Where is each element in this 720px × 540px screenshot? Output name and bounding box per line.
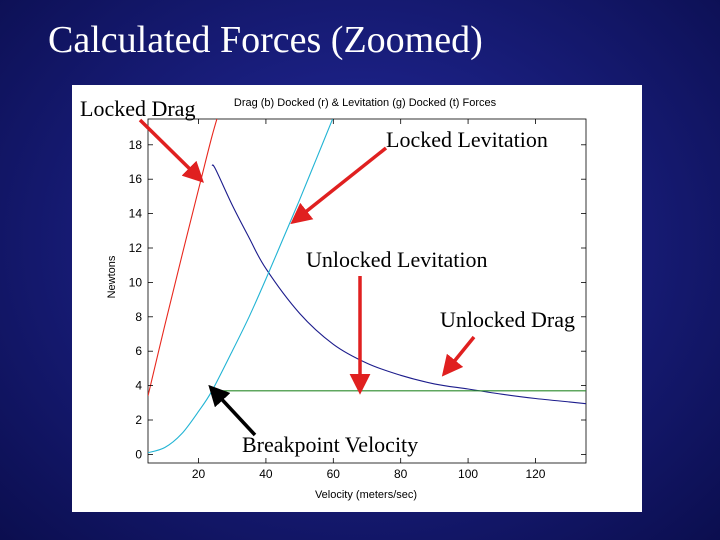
y-tick-label: 12 [129,241,143,255]
callout-unlocked-drag: Unlocked Drag [440,307,576,332]
y-axis-label: Newtons [106,255,118,298]
x-tick-label: 60 [327,467,341,481]
y-tick-label: 4 [135,379,142,393]
x-tick-label: 40 [259,467,273,481]
y-tick-label: 14 [129,207,143,221]
callout-locked-drag: Locked Drag [80,96,196,121]
x-tick-label: 100 [458,467,478,481]
y-tick-label: 6 [135,344,142,358]
plot-area [147,118,587,464]
x-tick-label: 20 [192,467,206,481]
slide-title: Calculated Forces (Zoomed) [48,19,483,61]
axis-layer: 20 40 60 80 100 120 0 2 4 6 8 10 12 14 16 18 [129,119,586,481]
callout-unlocked-levitation: Unlocked Levitation [306,247,488,272]
series-line-locked-drag [148,119,218,397]
chart-title: Drag (b) Docked (r) & Levitation (g) Doc… [234,97,497,109]
y-tick-label: 0 [135,447,142,461]
x-axis-label: Velocity (meters/sec) [315,489,417,501]
x-tick-label: 80 [394,467,408,481]
y-tick-label: 10 [129,275,143,289]
y-tick-label: 8 [135,310,142,324]
plot-frame [147,118,587,464]
x-tick-label: 120 [525,467,545,481]
y-tick-label: 2 [135,413,142,427]
y-tick-label: 16 [129,172,143,186]
callout-locked-levitation: Locked Levitation [386,127,548,152]
callout-breakpoint-velocity: Breakpoint Velocity [242,432,419,457]
series-line-unlocked-drag [211,164,586,405]
y-tick-label: 18 [129,138,143,152]
